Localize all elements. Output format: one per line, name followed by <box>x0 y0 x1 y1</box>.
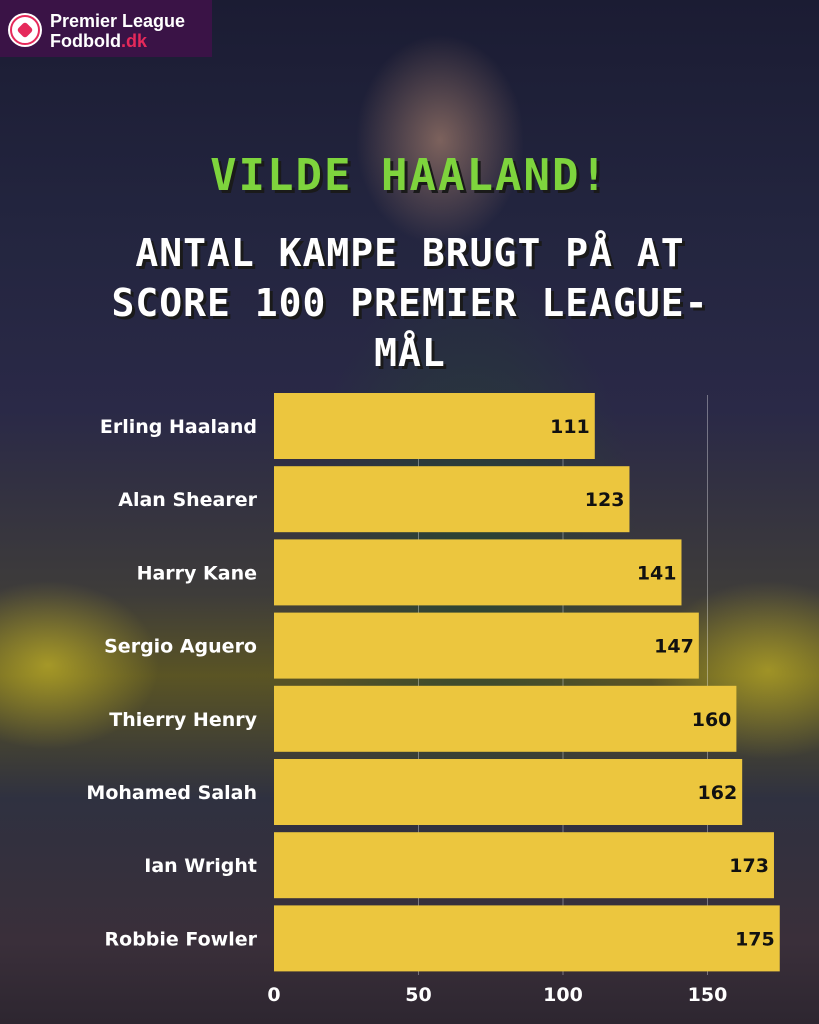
x-tick-label-100: 100 <box>543 984 583 1006</box>
x-tick-label-150: 150 <box>688 984 728 1006</box>
category-label-6: Ian Wright <box>144 855 257 877</box>
category-label-0: Erling Haaland <box>100 416 257 438</box>
logo-line2-suffix: .dk <box>120 31 147 51</box>
chart-title: Vilde Haaland! <box>210 150 609 201</box>
data-label-3: 147 <box>654 636 694 658</box>
category-label-1: Alan Shearer <box>118 489 257 511</box>
bar-4 <box>274 685 737 752</box>
chart-subtitle: Antal kampe brugt på at score 100 Premie… <box>111 231 709 375</box>
category-label-5: Mohamed Salah <box>86 782 257 804</box>
logo-line1: Premier League <box>50 11 186 31</box>
bar-2 <box>274 539 682 606</box>
data-label-7: 175 <box>735 928 775 950</box>
bar-3 <box>274 612 699 679</box>
data-label-2: 141 <box>637 562 677 584</box>
data-label-0: 111 <box>550 416 590 438</box>
data-label-1: 123 <box>585 489 625 511</box>
data-label-4: 160 <box>692 709 732 731</box>
logo-line2-main: Fodbold <box>50 31 121 51</box>
background-glow-left <box>0 580 160 750</box>
x-tick-label-0: 0 <box>267 984 280 1006</box>
data-label-6: 173 <box>729 855 769 877</box>
site-logo[interactable]: Premier League Fodbold.dk <box>0 0 212 57</box>
x-tick-label-50: 50 <box>405 984 431 1006</box>
category-label-7: Robbie Fowler <box>105 928 258 950</box>
category-label-2: Harry Kane <box>137 562 257 584</box>
football-icon <box>8 13 42 47</box>
bar-7 <box>274 905 780 972</box>
logo-line2: Fodbold.dk <box>50 31 147 51</box>
bar-6 <box>274 832 774 899</box>
bar-0 <box>274 393 595 459</box>
bar-5 <box>274 759 743 825</box>
category-label-4: Thierry Henry <box>109 709 257 731</box>
data-label-5: 162 <box>698 782 738 804</box>
bar-1 <box>274 466 630 533</box>
category-label-3: Sergio Aguero <box>104 636 257 658</box>
